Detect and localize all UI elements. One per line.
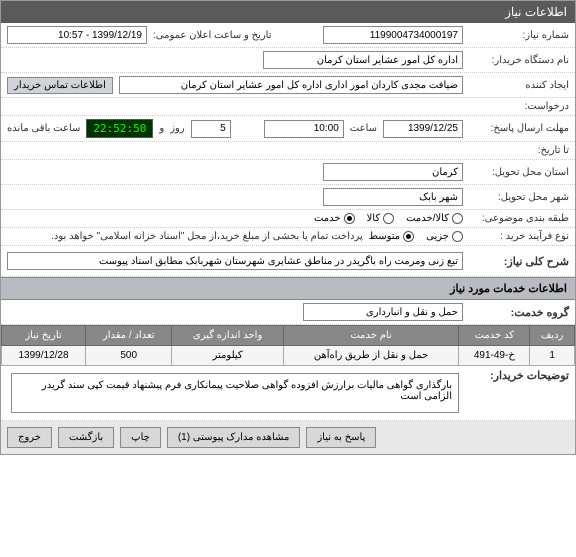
th-0: ردیف (530, 326, 575, 346)
budget-radio-2[interactable]: خدمت (314, 213, 355, 224)
button-bar: پاسخ به نیاز مشاهده مدارک پیوستی (1) چاپ… (1, 421, 575, 454)
public-date-label: تاریخ و ساعت اعلان عمومی: (153, 30, 272, 41)
td-0-4: 500 (86, 346, 172, 366)
countdown-days: 5 (191, 120, 231, 138)
td-0-5: 1399/12/28 (2, 346, 86, 366)
panel-header: اطلاعات نیاز (1, 1, 575, 23)
main-desc-value: تیغ زنی ومرمت راه باگریدر در مناطق عشایر… (7, 252, 463, 270)
buy-process-radios: جزیی متوسط (369, 231, 463, 242)
niaz-number-label: شماره نیاز: (469, 30, 569, 41)
exit-button[interactable]: خروج (7, 427, 52, 448)
countdown-suffix: ساعت باقی مانده (7, 123, 80, 134)
niaz-number-value: 1199004734000197 (323, 26, 463, 44)
td-0-3: کیلومتر (172, 346, 283, 366)
creator-label: ایجاد کننده (469, 80, 569, 91)
main-desc-label: شرح کلی نیاز: (469, 255, 569, 268)
creator-value: ضیافت مجدی کاردان امور اداری اداره کل ام… (119, 76, 463, 94)
process-radio-1[interactable]: متوسط (369, 231, 414, 242)
buyer-org-value: اداره کل امور عشایر استان کرمان (263, 51, 463, 69)
td-0-1: خ-49-491 (459, 346, 530, 366)
buy-process-label: نوع فرآیند خرید : (469, 231, 569, 242)
deadline-label: مهلت ارسال پاسخ: (469, 123, 569, 134)
to-date-label: تا تاریخ: (469, 145, 569, 156)
td-0-0: 1 (530, 346, 575, 366)
process-radio-0[interactable]: جزیی (426, 231, 463, 242)
td-0-2: حمل و نقل از طریق راه‌آهن (283, 346, 458, 366)
buyer-notes-value: بارگذاری گواهی مالیات برارزش افزوده گواه… (11, 373, 459, 413)
panel-title: اطلاعات نیاز (505, 5, 567, 19)
public-date-value: 1399/12/19 - 10:57 (7, 26, 147, 44)
back-button[interactable]: بازگشت (58, 427, 114, 448)
deadline-date: 1399/12/25 (383, 120, 463, 138)
city-label: شهر محل تحویل: (469, 192, 569, 203)
th-1: کد خدمت (459, 326, 530, 346)
print-button[interactable]: چاپ (120, 427, 161, 448)
services-section-header: اطلاعات خدمات مورد نیاز (1, 277, 575, 300)
buyer-org-label: نام دستگاه خریدار: (469, 55, 569, 66)
deadline-time: 10:00 (264, 120, 344, 138)
province-label: استان محل تحویل: (469, 167, 569, 178)
province-value: کرمان (323, 163, 463, 181)
contact-buyer-button[interactable]: اطلاعات تماس خریدار (7, 77, 113, 94)
request-label: درخواست: (469, 101, 569, 112)
th-2: نام خدمت (283, 326, 458, 346)
countdown-time: 22:52:50 (86, 119, 153, 138)
respond-button[interactable]: پاسخ به نیاز (306, 427, 376, 448)
saat-label-1: ساعت (350, 123, 377, 134)
city-value: شهر بابک (323, 188, 463, 206)
service-group-value: حمل و نقل و انبارداری (303, 303, 463, 321)
rooz-label: روز (170, 123, 185, 134)
budget-class-label: طبقه بندی موضوعی: (469, 213, 569, 224)
service-group-label: گروه خدمت: (469, 306, 569, 319)
va-label: و (159, 123, 164, 134)
budget-class-radios: کالا/خدمت کالا خدمت (314, 213, 463, 224)
services-table: ردیف کد خدمت نام خدمت واحد اندازه گیری ت… (1, 325, 575, 366)
th-4: تعداد / مقدار (86, 326, 172, 346)
table-row: 1 خ-49-491 حمل و نقل از طریق راه‌آهن کیل… (2, 346, 575, 366)
table-header-row: ردیف کد خدمت نام خدمت واحد اندازه گیری ت… (2, 326, 575, 346)
buy-process-note: پرداخت تمام یا بخشی از مبلغ خرید،از محل … (51, 231, 363, 242)
th-3: واحد اندازه گیری (172, 326, 283, 346)
budget-radio-1[interactable]: کالا (367, 213, 395, 224)
view-docs-button[interactable]: مشاهده مدارک پیوستی (1) (167, 427, 301, 448)
th-5: تاریخ نیاز (2, 326, 86, 346)
budget-radio-0[interactable]: کالا/خدمت (406, 213, 463, 224)
buyer-notes-label: توضیحات خریدار: (469, 369, 569, 382)
